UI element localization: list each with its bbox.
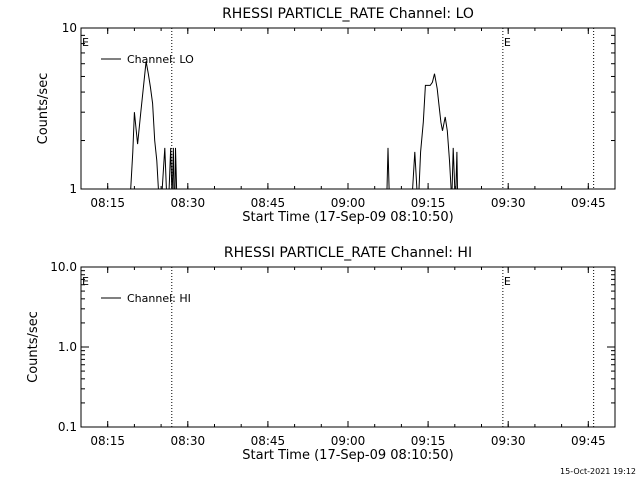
panel2-x-tick-label: 09:15 [411,434,446,448]
panel1-x-tick-label: 09:45 [571,196,606,210]
panel1-x-tick-label: 09:15 [411,196,446,210]
panel1-x-tick-label: 08:45 [251,196,286,210]
panel2-y-tick-label: 10.0 [50,260,77,274]
panel1-chart-title: RHESSI PARTICLE_RATE Channel: LO [222,6,474,22]
panel2-x-tick-label: 09:00 [331,434,366,448]
panel2-y-tick-label: 1.0 [58,340,77,354]
panel2-plot-frame [80,266,616,428]
panel1-x-axis-label: Start Time (17-Sep-09 08:10:50) [242,210,453,225]
panel2-y-tick-label: 0.1 [58,420,77,434]
panel1-x-tick-label: 09:00 [331,196,366,210]
panel1-event-marker-label: E [82,36,89,49]
panel2-legend-label: Channel: HI [127,292,191,305]
panel1-y-tick-label: 1 [69,182,77,196]
panel2-x-tick-label: 09:30 [491,434,526,448]
panel2-event-marker-label: E [82,275,89,288]
panel2-y-axis-label: Counts/sec [26,311,41,383]
panel2-x-axis-label: Start Time (17-Sep-09 08:10:50) [242,448,453,463]
panel2-x-tick-label: 08:30 [171,434,206,448]
panel2-x-tick-label: 08:15 [90,434,125,448]
panel1-legend-label: Channel: LO [127,53,194,66]
panel2-x-tick-label: 09:45 [571,434,606,448]
panel1-series-line [130,61,458,190]
panel1-x-tick-label: 08:15 [90,196,125,210]
panel1-x-tick-label: 09:30 [491,196,526,210]
panel2-x-tick-label: 08:45 [251,434,286,448]
footer-timestamp: 15-Oct-2021 19:12 [560,467,636,476]
panel1-y-tick-label: 10 [62,21,77,35]
panel2-event-marker-label: E [504,275,511,288]
panel1-y-axis-label: Counts/sec [36,73,51,145]
panel1-x-tick-label: 08:30 [171,196,206,210]
panel1-event-marker-label: E [504,36,511,49]
panel2-chart-title: RHESSI PARTICLE_RATE Channel: HI [224,245,472,261]
